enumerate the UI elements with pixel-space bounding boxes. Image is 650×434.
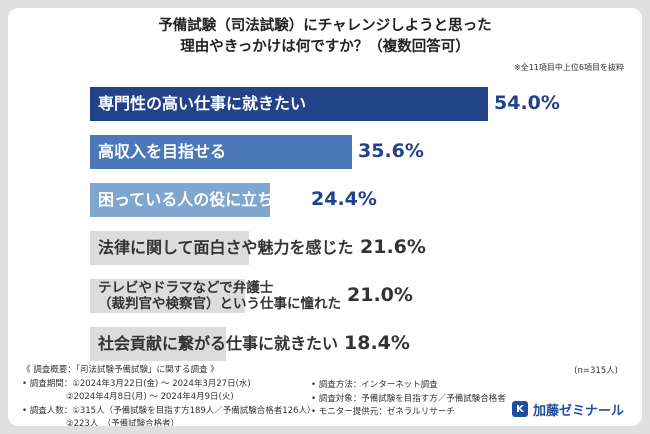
bar-chart: 専門性の高い仕事に就きたい 54.0% 高収入を目指せる 35.6% 困っている人の役に… <box>90 87 570 367</box>
survey-count-1: ①315人（予備試験を目指す方189人／予備試験合格者126人） <box>72 405 316 416</box>
sample-size-note: (n=315人) <box>574 366 618 376</box>
survey-count-2: ②223人 （予備試験合格者） <box>66 419 180 426</box>
bar-label-6: 社会貢献に繋がる仕事に就きたい <box>98 334 338 354</box>
survey-count-label: • 調査人数： <box>22 405 73 416</box>
logo-text: 加藤ゼミナール <box>532 403 624 419</box>
bar-value-3: 24.4% <box>311 188 377 210</box>
bar-label-5: テレビやドラマなどで弁護士 （裁判官や検察官）という仕事に憧れた <box>98 280 341 312</box>
bar-value-6: 18.4% <box>344 332 410 354</box>
survey-overview-heading: 《 調査概要：「司法試験予備試験」に関する調査 》 <box>22 365 219 375</box>
chart-title: 予備試験（司法試験）にチャレンジしようと思った 理由やきっかけは何ですか？（複数… <box>8 16 642 58</box>
bar-1 <box>90 87 488 121</box>
bar-label-4: 法律に関して面白さや魅力を感じた <box>98 238 354 258</box>
bar-value-5: 21.0% <box>347 284 413 306</box>
chart-title-line1: 予備試験（司法試験）にチャレンジしようと思った <box>158 18 492 34</box>
bar-value-1: 54.0% <box>494 92 560 114</box>
survey-method: • 調査方法：インターネット調査 <box>311 380 438 390</box>
survey-provider: • モニター提供元：ゼネラルリサーチ <box>311 407 455 417</box>
survey-period-2: ②2024年4月8日(月) ～ 2024年4月9日(火) <box>66 392 234 402</box>
survey-overview: 《 調査概要：「司法試験予備試験」に関する調査 》 • 調査期間：①2024年3… <box>22 364 316 426</box>
bar-5 <box>90 279 245 313</box>
bar-label-5-line-2: （裁判官や検察官）という仕事に憧れた <box>98 296 341 312</box>
bar-6 <box>90 327 226 361</box>
survey-period-label: • 調査期間： <box>22 378 73 389</box>
brand-logo: K 加藤ゼミナール <box>511 400 624 419</box>
survey-method-block: • 調査方法：インターネット調査 • 調査対象：予備試験を目指す方／予備試験合格… <box>311 379 506 420</box>
bar-3 <box>90 183 270 217</box>
bar-2 <box>90 135 352 169</box>
survey-period-1: ①2024年3月22日(金) ～ 2024年3月27日(水) <box>72 378 251 389</box>
survey-target: • 調査対象：予備試験を目指す方／予備試験合格者 <box>311 393 506 404</box>
logo-mark-icon: K <box>511 401 528 417</box>
bar-label-6-line-1: 社会貢献に繋がる仕事に就きたい <box>98 334 339 353</box>
chart-title-line2: 理由やきっかけは何ですか？（複数回答可） <box>180 39 470 55</box>
bar-label-1-line-1: 専門性の高い仕事に就きたい <box>98 94 307 113</box>
bar-label-3-line-1: 困っている人の役に立ちたい <box>98 190 306 209</box>
bar-label-5-line-1: テレビやドラマなどで弁護士 <box>98 280 274 296</box>
excerpt-note: ※全11項目中上位6項目を抜粋 <box>514 63 624 72</box>
bar-label-2: 高収入を目指せる <box>98 142 226 162</box>
bar-label-2-line-1: 高収入を目指せる <box>98 142 227 161</box>
bar-label-3: 困っている人の役に立ちたい <box>98 190 305 210</box>
infographic-card: 予備試験（司法試験）にチャレンジしようと思った 理由やきっかけは何ですか？（複数… <box>8 8 642 426</box>
bar-value-4: 21.6% <box>360 236 426 258</box>
bar-label-1: 専門性の高い仕事に就きたい <box>98 94 306 114</box>
bar-value-2: 35.6% <box>358 140 424 162</box>
bar-4 <box>90 231 249 265</box>
bar-label-4-line-1: 法律に関して面白さや魅力を感じた <box>98 238 354 257</box>
